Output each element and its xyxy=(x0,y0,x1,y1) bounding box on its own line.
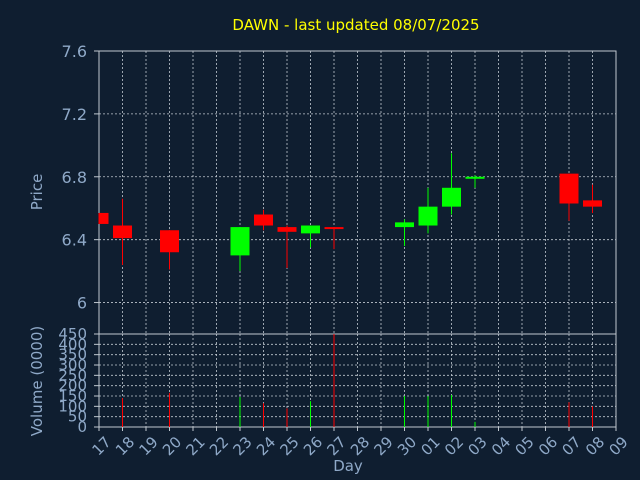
candle-body xyxy=(254,214,273,226)
price-axis-label: Price xyxy=(28,174,46,211)
candle-body xyxy=(277,227,297,232)
candle-body xyxy=(442,187,461,207)
candle-body xyxy=(113,225,132,239)
volume-tick-label: 450 xyxy=(58,325,87,343)
volume-tick-label: 50 xyxy=(68,408,87,426)
price-tick-label: 6.4 xyxy=(62,231,87,250)
price-tick-label: 7.6 xyxy=(62,42,87,61)
volume-tick-label: 0 xyxy=(77,418,87,436)
volume-tick-label: 250 xyxy=(58,366,87,384)
volume-tick-label: 400 xyxy=(58,335,87,353)
candle-body xyxy=(559,173,579,204)
candle-body xyxy=(324,227,344,230)
volume-tick-label: 100 xyxy=(58,397,87,415)
candle-body xyxy=(418,206,438,226)
candle-body xyxy=(301,225,320,234)
candle-body xyxy=(160,230,179,253)
x-axis-label: Day xyxy=(333,457,363,475)
candle-body xyxy=(99,212,109,224)
candle-body xyxy=(583,200,602,207)
candle-body xyxy=(230,227,250,256)
chart-title: DAWN - last updated 08/07/2025 xyxy=(232,16,479,34)
candle-body xyxy=(395,222,414,228)
volume-tick-label: 200 xyxy=(58,377,87,395)
candle-body xyxy=(465,176,485,179)
volume-tick-label: 350 xyxy=(58,346,87,364)
price-tick-label: 6 xyxy=(77,294,87,313)
price-panel: 6 6.4 6.8 7.2 7.6 Price xyxy=(28,42,617,335)
volume-axis-label: Volume (0000) xyxy=(28,326,46,436)
volume-tick-label: 150 xyxy=(58,387,87,405)
volume-tick-label: 300 xyxy=(58,356,87,374)
price-tick-label: 6.8 xyxy=(62,168,87,187)
price-tick-label: 7.2 xyxy=(62,105,87,124)
